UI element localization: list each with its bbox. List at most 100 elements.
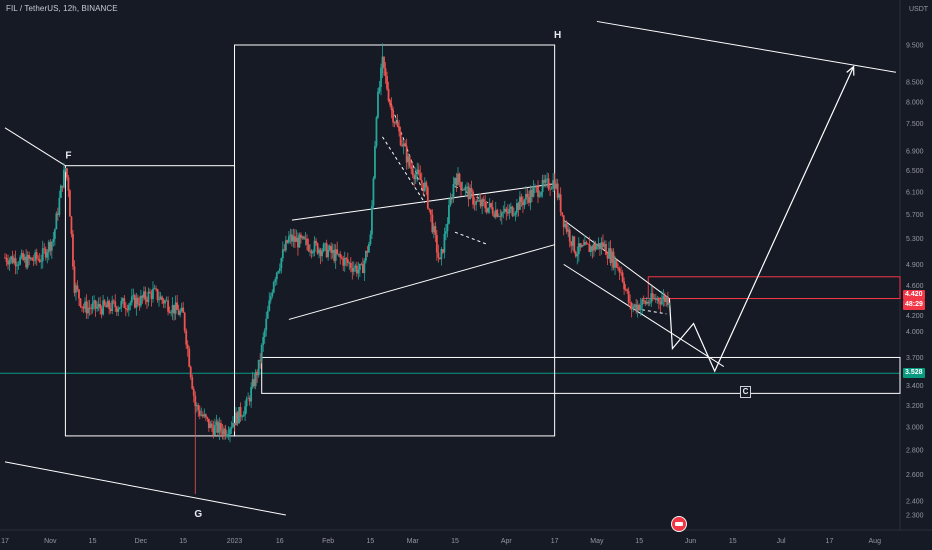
candle-body — [629, 302, 632, 304]
candle-body — [300, 234, 302, 239]
candle-body — [363, 260, 366, 274]
candle-body — [576, 254, 579, 257]
candle-body — [496, 209, 499, 217]
candle-body — [402, 143, 405, 147]
candle-body — [482, 199, 485, 202]
candle-body — [377, 91, 379, 118]
candle-body — [284, 240, 287, 251]
candle-body — [298, 234, 301, 248]
candle-body — [164, 300, 166, 304]
candle-body — [666, 297, 669, 305]
falling-channel-upper — [563, 219, 670, 299]
candle-body — [401, 145, 404, 147]
candle-body — [236, 412, 239, 424]
candle-body — [390, 104, 393, 111]
candle-body — [460, 182, 462, 190]
candle-body — [478, 199, 481, 202]
candle-body — [503, 208, 506, 212]
candle-body — [171, 304, 174, 313]
candle-body — [91, 303, 94, 309]
candle-body — [473, 204, 476, 206]
candle-body — [449, 198, 452, 206]
candle-body — [105, 305, 108, 308]
candle-body — [247, 398, 250, 400]
candle-body — [517, 203, 520, 210]
candle-body — [176, 302, 179, 310]
candle-body — [239, 407, 242, 417]
candle-body — [502, 211, 505, 213]
candle-body — [204, 414, 207, 418]
candle-body — [648, 302, 651, 304]
candle-body — [515, 203, 518, 213]
candle-body — [493, 213, 496, 217]
price-tag-countdown: 48:29 — [903, 299, 925, 310]
candle-body — [422, 182, 425, 191]
demand-zone-box — [261, 356, 901, 394]
candle-body — [327, 249, 330, 258]
candle-body — [561, 212, 564, 216]
candle-body — [49, 242, 52, 251]
candle-body — [183, 312, 186, 331]
candle-body — [254, 371, 257, 387]
candle-body — [668, 303, 671, 305]
tradingview-logo-icon[interactable] — [671, 516, 687, 532]
candle-body — [256, 371, 259, 376]
candle-body — [635, 304, 638, 311]
candle-body — [88, 307, 91, 309]
point-label-g: G — [194, 509, 202, 520]
candle-body — [56, 213, 59, 215]
candle-body — [224, 428, 227, 437]
candle-body — [118, 307, 121, 309]
candle-body — [126, 309, 129, 311]
candle-body — [108, 300, 111, 309]
candle-body — [185, 330, 188, 345]
candle-body — [301, 236, 304, 239]
candle-body — [555, 183, 558, 189]
candle-body — [262, 337, 265, 346]
candle-body — [241, 416, 243, 418]
candle-body — [528, 197, 530, 203]
price-tick-label: 3.000 — [906, 424, 924, 431]
candle-body — [286, 240, 289, 243]
candle-body — [413, 175, 416, 180]
candle-body — [194, 395, 197, 407]
price-tick-label: 2.800 — [906, 447, 924, 454]
candle-body — [455, 177, 458, 186]
candle-body — [220, 422, 222, 431]
candle-body — [469, 188, 471, 200]
candle-body — [132, 295, 135, 297]
candle-body — [615, 260, 618, 268]
candle-body — [360, 263, 363, 265]
candle-body — [500, 212, 503, 217]
price-tag-current: 4.420 — [903, 289, 925, 300]
candle-body — [271, 292, 274, 297]
candle-body — [177, 309, 180, 315]
time-tick-label: Jul — [777, 538, 786, 545]
price-tick-label: 6.900 — [906, 148, 924, 155]
candle-body — [586, 243, 589, 245]
candle-body — [310, 250, 313, 254]
candle-body — [481, 199, 484, 207]
candle-body — [546, 178, 548, 180]
candle-body — [253, 379, 256, 387]
candle-body — [654, 298, 657, 300]
candle-body — [627, 290, 630, 303]
candle-body — [135, 297, 138, 308]
time-tick-label: 17 — [1, 538, 9, 545]
candle-body — [140, 295, 142, 306]
candle-body — [78, 289, 80, 299]
candle-body — [657, 298, 660, 302]
time-tick-label: May — [590, 538, 604, 545]
candle-body — [451, 198, 453, 200]
box-h — [234, 44, 556, 437]
candle-body — [458, 173, 461, 183]
candle-body — [213, 424, 216, 435]
candle-body — [488, 203, 491, 208]
candle-body — [29, 257, 32, 259]
candle-body — [417, 169, 420, 174]
candle-body — [291, 234, 293, 242]
price-tick-label: 4.900 — [906, 262, 924, 269]
candle-body — [609, 248, 612, 263]
candle-body — [357, 269, 360, 274]
